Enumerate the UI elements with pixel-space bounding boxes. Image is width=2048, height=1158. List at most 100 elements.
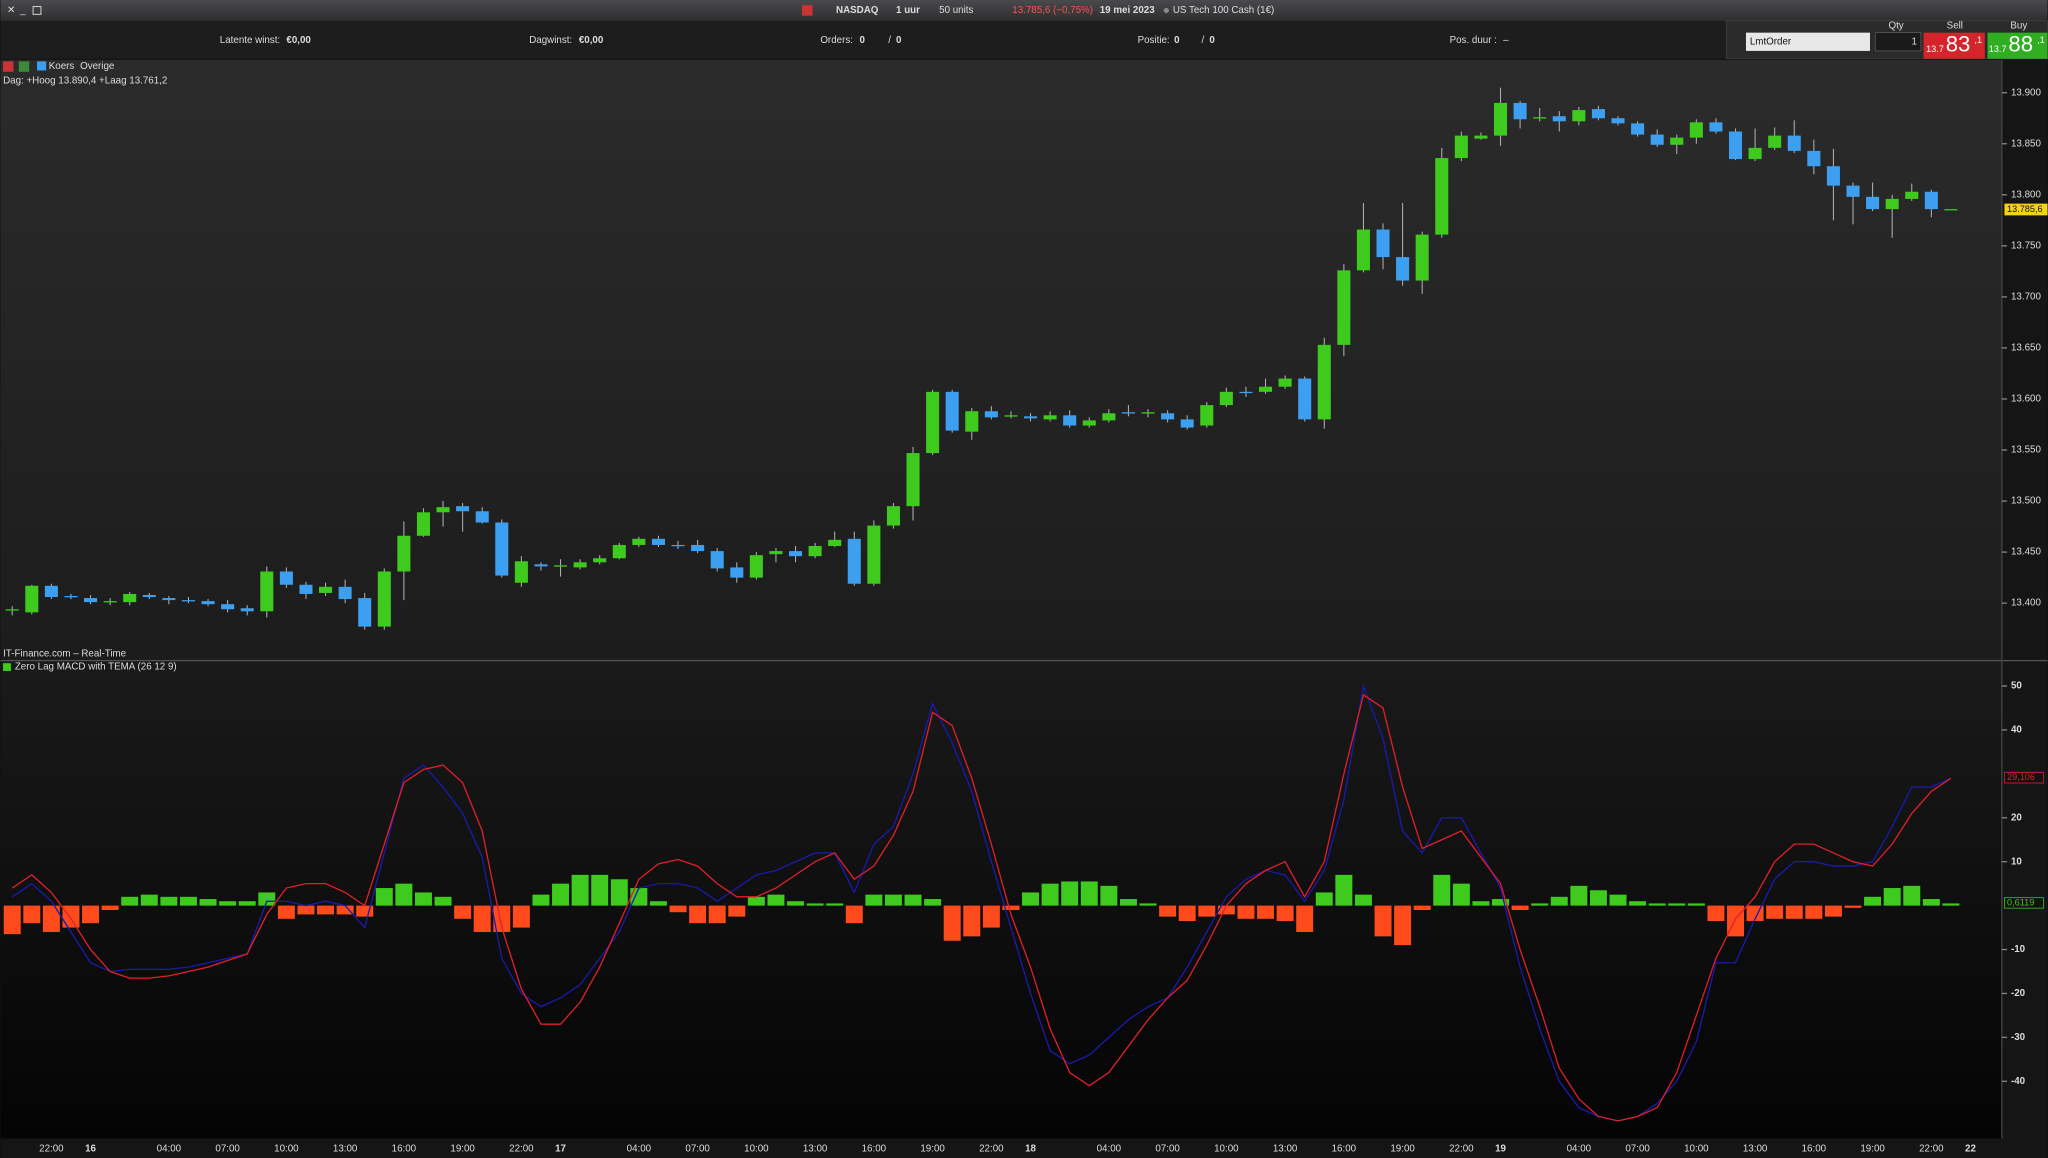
candle-body — [1728, 131, 1743, 160]
x-tick-label: 22:00 — [1449, 1143, 1474, 1154]
candle-body — [1768, 135, 1782, 148]
candle-body — [1180, 419, 1194, 428]
y-tick-label: 13.500 — [2011, 496, 2041, 507]
candle-body — [1454, 135, 1468, 159]
buy-suffix[interactable]: ,1 — [2037, 35, 2045, 45]
histogram-bar — [1844, 905, 1862, 908]
candle-body — [1435, 158, 1449, 235]
position-label: Positie: — [1138, 35, 1170, 46]
histogram-bar — [982, 905, 1000, 928]
candle-body — [84, 598, 98, 603]
minimize-button[interactable]: _ — [19, 5, 26, 16]
histogram-bar — [767, 894, 785, 906]
panel-icon[interactable] — [3, 61, 14, 72]
buy-prefix[interactable]: 13.7 — [1989, 44, 2007, 54]
candle-body — [651, 538, 665, 545]
histogram-bar — [1315, 892, 1333, 906]
y-tick-label: 20 — [2011, 812, 2022, 823]
histogram-bar — [1394, 905, 1412, 946]
x-tick-label: 04:00 — [627, 1143, 652, 1154]
sell-suffix[interactable]: ,1 — [1974, 35, 1982, 45]
x-tick-label: 18 — [1025, 1143, 1036, 1154]
size-dropdown[interactable]: 50 units — [939, 5, 973, 16]
histogram-bar — [884, 894, 902, 906]
candle-body — [1474, 135, 1488, 139]
histogram-bar — [395, 883, 413, 906]
panel-icon[interactable] — [18, 61, 30, 72]
histogram-bar — [1413, 905, 1431, 911]
histogram-bar — [1570, 885, 1588, 906]
buy-button[interactable] — [1987, 32, 2048, 59]
y-tick-label: 13.750 — [2011, 240, 2041, 251]
candle-body — [162, 598, 176, 601]
histogram-bar — [728, 905, 746, 917]
histogram-bar — [1374, 905, 1392, 937]
day-value: €0,00 — [579, 35, 604, 46]
candle-body — [1356, 229, 1370, 271]
order-type-select[interactable] — [1745, 32, 1870, 51]
candle-body — [671, 544, 685, 547]
qty[interactable]: 1 — [1912, 36, 1917, 47]
x-tick-label: 16:00 — [392, 1143, 417, 1154]
y-tick-label: -10 — [2011, 944, 2026, 955]
candle-body — [534, 564, 548, 567]
duration-label: Pos. duur : — [1450, 35, 1497, 46]
tab-price[interactable]: Koers — [49, 61, 75, 72]
sell-button[interactable] — [1923, 32, 1985, 59]
exchange-dropdown[interactable]: NASDAQ — [836, 5, 879, 16]
candle-body — [730, 567, 744, 578]
candle-body — [475, 511, 489, 523]
order-type[interactable]: LmtOrder — [1750, 36, 1792, 47]
candle-body — [1748, 147, 1762, 160]
histogram-bar — [1864, 896, 1882, 906]
buy-label: Buy — [2010, 21, 2027, 32]
candle-body — [1415, 234, 1429, 281]
x-tick-label: 22 — [1965, 1143, 1976, 1154]
histogram-bar — [610, 879, 628, 906]
candle-body — [1533, 117, 1547, 119]
candle-body — [1376, 229, 1390, 258]
qty-input[interactable] — [1874, 32, 1922, 52]
histogram-bar — [1257, 905, 1275, 919]
macd-panel — [0, 661, 2002, 1139]
y-tick-label: 13.550 — [2011, 445, 2041, 456]
candle-body — [789, 551, 803, 557]
x-tick-label: 04:00 — [1567, 1143, 1592, 1154]
sell-big[interactable]: 83 — [1946, 32, 1971, 57]
candle-body — [181, 600, 195, 602]
histogram-bar — [1041, 883, 1059, 906]
x-tick-label: 22:00 — [39, 1143, 64, 1154]
price-change: 13.785,6 (−0,75%) — [1012, 5, 1093, 16]
sell-prefix[interactable]: 13.7 — [1926, 44, 1944, 54]
value-marker-label: 0,6119 — [2007, 897, 2034, 907]
maximize-button[interactable] — [32, 6, 42, 15]
x-tick-label: 07:00 — [685, 1143, 710, 1154]
instrument-icon — [802, 5, 813, 16]
histogram-bar — [199, 899, 217, 906]
candle-body — [984, 411, 998, 418]
histogram-bar — [1629, 901, 1647, 906]
tab-other[interactable]: Overige — [80, 61, 114, 72]
candle-body — [769, 551, 783, 555]
x-tick-label: 04:00 — [157, 1143, 182, 1154]
buy-big[interactable]: 88 — [2008, 32, 2033, 57]
histogram-bar — [1492, 899, 1510, 906]
orders-value: 0 — [860, 35, 866, 46]
interval-dropdown[interactable]: 1 uur — [896, 5, 920, 16]
candle-body — [1513, 102, 1527, 120]
histogram-bar — [1531, 903, 1549, 906]
histogram-bar — [1589, 890, 1607, 906]
histogram-bar — [1903, 885, 1921, 906]
histogram-bar — [23, 905, 41, 924]
candle-body — [1591, 109, 1605, 119]
histogram-bar — [689, 905, 707, 924]
y-tick-label: 13.600 — [2011, 394, 2041, 405]
date: 19 mei 2023 — [1100, 5, 1155, 16]
close-button[interactable]: ✕ — [7, 5, 15, 16]
histogram-bar — [1648, 903, 1666, 906]
day-label: Dagwinst: — [529, 35, 572, 46]
candle-body — [867, 525, 881, 584]
candle-body — [1337, 270, 1351, 345]
y-tick-label: 13.850 — [2011, 138, 2041, 149]
histogram-bar — [414, 892, 432, 906]
